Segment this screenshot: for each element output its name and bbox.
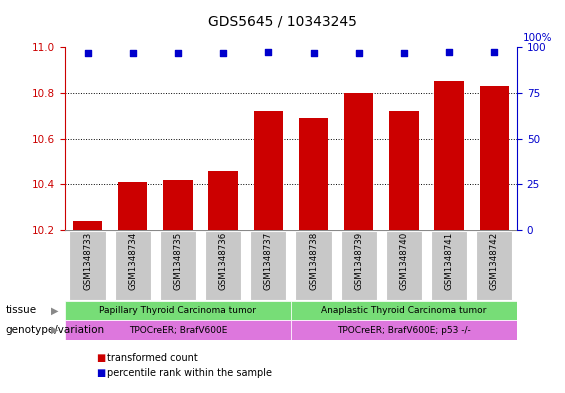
FancyBboxPatch shape: [291, 320, 517, 340]
Text: genotype/variation: genotype/variation: [6, 325, 105, 335]
Bar: [299, 118, 328, 230]
Bar: [434, 81, 464, 230]
Text: ■: ■: [96, 368, 105, 378]
Point: [354, 50, 363, 56]
Text: GSM1348736: GSM1348736: [219, 232, 228, 290]
Bar: [73, 221, 102, 230]
Point: [490, 49, 499, 55]
Bar: [118, 182, 147, 230]
Point: [173, 50, 182, 56]
Text: GSM1348734: GSM1348734: [128, 232, 137, 290]
Text: GSM1348740: GSM1348740: [399, 232, 408, 290]
Point: [399, 50, 408, 56]
Text: ▶: ▶: [50, 305, 58, 316]
FancyBboxPatch shape: [295, 231, 332, 300]
Text: GSM1348742: GSM1348742: [490, 232, 499, 290]
Text: GSM1348733: GSM1348733: [83, 232, 92, 290]
Bar: [389, 111, 419, 230]
Text: TPOCreER; BrafV600E: TPOCreER; BrafV600E: [129, 326, 227, 334]
Text: GSM1348738: GSM1348738: [309, 232, 318, 290]
FancyBboxPatch shape: [65, 320, 291, 340]
Text: TPOCreER; BrafV600E; p53 -/-: TPOCreER; BrafV600E; p53 -/-: [337, 326, 471, 334]
Text: transformed count: transformed count: [107, 353, 198, 363]
FancyBboxPatch shape: [65, 301, 291, 320]
Text: percentile rank within the sample: percentile rank within the sample: [107, 368, 272, 378]
FancyBboxPatch shape: [386, 231, 422, 300]
Text: GSM1348737: GSM1348737: [264, 232, 273, 290]
Point: [83, 50, 92, 56]
FancyBboxPatch shape: [250, 231, 286, 300]
Bar: [344, 93, 373, 230]
Text: GSM1348735: GSM1348735: [173, 232, 182, 290]
FancyBboxPatch shape: [431, 231, 467, 300]
Bar: [208, 171, 238, 230]
FancyBboxPatch shape: [69, 231, 106, 300]
Text: tissue: tissue: [6, 305, 37, 316]
Text: ▶: ▶: [50, 325, 58, 335]
Bar: [480, 86, 509, 230]
Text: GDS5645 / 10343245: GDS5645 / 10343245: [208, 15, 357, 29]
FancyBboxPatch shape: [291, 301, 517, 320]
FancyBboxPatch shape: [341, 231, 377, 300]
FancyBboxPatch shape: [476, 231, 512, 300]
Bar: [254, 111, 283, 230]
Text: GSM1348739: GSM1348739: [354, 232, 363, 290]
Point: [219, 50, 228, 56]
Point: [264, 49, 273, 55]
Text: 100%: 100%: [523, 33, 552, 43]
FancyBboxPatch shape: [115, 231, 151, 300]
Point: [128, 50, 137, 56]
FancyBboxPatch shape: [160, 231, 196, 300]
Text: ■: ■: [96, 353, 105, 363]
Text: Papillary Thyroid Carcinoma tumor: Papillary Thyroid Carcinoma tumor: [99, 306, 257, 315]
FancyBboxPatch shape: [205, 231, 241, 300]
Text: GSM1348741: GSM1348741: [445, 232, 454, 290]
Point: [445, 49, 454, 55]
Point: [309, 50, 318, 56]
Bar: [163, 180, 193, 230]
Text: Anaplastic Thyroid Carcinoma tumor: Anaplastic Thyroid Carcinoma tumor: [321, 306, 486, 315]
